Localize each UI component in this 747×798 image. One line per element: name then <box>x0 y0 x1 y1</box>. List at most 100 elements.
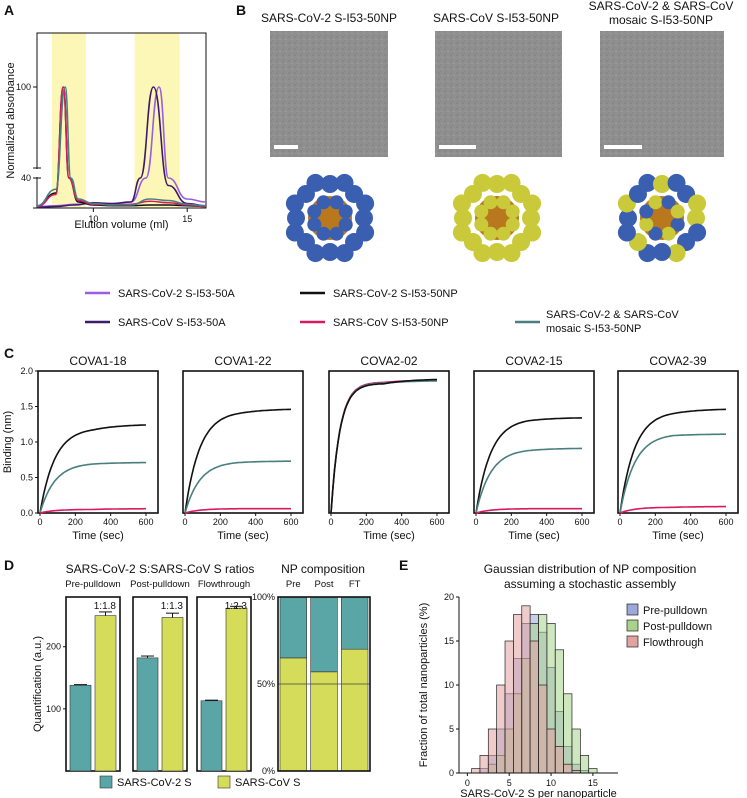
y-tick-label: 200 <box>46 642 61 652</box>
series-line-sars_np <box>39 507 146 514</box>
y-tick-label: 100 <box>16 82 31 92</box>
category-label: Post <box>314 579 333 590</box>
plot-frame <box>65 596 121 772</box>
legend-label-sars-np: SARS-CoV S-I53-50NP <box>333 317 449 329</box>
series-line-sars2_np <box>184 408 292 514</box>
ratio-label: 1:1.3 <box>161 601 184 612</box>
legend-label-sars2-50a: SARS-CoV-2 S-I53-50A <box>118 288 235 300</box>
series-line-mosaic_np <box>184 460 291 514</box>
hist-bar-flow <box>504 640 514 774</box>
x-axis-label: Time (sec) <box>72 530 124 542</box>
bar <box>200 700 223 772</box>
x-tick-label: 0 <box>328 517 333 527</box>
x-tick-label: 0 <box>182 517 187 527</box>
series-line-sars_np <box>619 505 726 514</box>
np-spike <box>321 175 339 193</box>
plot-frame <box>37 370 159 514</box>
x-tick-label: 400 <box>539 517 554 527</box>
x-axis-label: Time (sec) <box>508 530 560 542</box>
np-spike <box>667 244 686 263</box>
x-axis-label: SARS-CoV-2 S per nanoparticle <box>460 788 617 798</box>
hist-bar-flow <box>546 728 556 774</box>
ratios-title: SARS-CoV-2 S:SARS-CoV S ratios <box>66 562 255 576</box>
binding-charts: COVA1-18 0 200 400 600 Time (sec) 0.0 0.5 1.0 1.5… <box>2 354 739 542</box>
series-line-sars_np <box>475 507 582 514</box>
hist-bar-post <box>571 728 581 774</box>
micrograph-title-3a: SARS-CoV-2 & SARS-CoV <box>589 0 734 13</box>
np-spike <box>474 217 489 232</box>
y-tick-label: 0.0 <box>20 508 33 518</box>
stack-bar-sars <box>279 657 307 772</box>
np-center <box>656 212 668 224</box>
np-spike <box>452 223 471 242</box>
np-spike <box>329 195 344 210</box>
y-tick-label: 5 <box>449 724 454 734</box>
np-spike <box>321 243 339 261</box>
np-spike <box>496 195 511 210</box>
bar <box>161 617 184 772</box>
stack-bar-sars2 <box>279 596 307 659</box>
nanoparticle-model-sars2 <box>285 173 375 263</box>
panel-label-d: D <box>4 557 14 573</box>
hist-bar-flow <box>513 614 523 774</box>
legend-label-flow: Flowthrough <box>643 637 704 649</box>
y-axis-label: Quantification (a.u.) <box>32 636 44 732</box>
panel-title: COVA1-18 <box>69 354 126 368</box>
y-tick-label: 50% <box>257 679 275 689</box>
np-spike <box>648 226 663 241</box>
series-line-mosaic_np <box>475 447 582 514</box>
stack-bar-sars <box>310 671 338 772</box>
y-tick-label: 10 <box>444 680 454 690</box>
x-tick-label: 600 <box>138 517 153 527</box>
micrograph-1 <box>270 31 388 157</box>
series-line-mosaic_np <box>619 433 726 514</box>
quantification-charts: SARS-CoV-2 S:SARS-CoV S ratios Pre-pulldo… <box>32 562 371 789</box>
np-spike <box>338 217 353 232</box>
legend-label-post: Post-pulldown <box>643 621 712 633</box>
series-line-sars2_np <box>39 424 146 514</box>
np-spike <box>338 204 353 219</box>
np-spike <box>316 195 331 210</box>
bar <box>94 615 117 772</box>
micrograph-3 <box>600 31 724 157</box>
x-tick-label: 0 <box>617 517 622 527</box>
np-spike <box>670 217 685 232</box>
series-line-mosaic_np <box>330 380 438 514</box>
binding-panel: COVA1-18 0 200 400 600 Time (sec) 0.0 0.5 1.0 1.5… <box>2 354 159 542</box>
binding-panel: COVA2-02 0 200 400 600 Time (sec) <box>328 354 450 542</box>
x-axis-label: Time (sec) <box>652 530 704 542</box>
hist-title-1: Gaussian distribution of NP composition <box>484 562 697 576</box>
hist-bar-flow <box>521 605 531 774</box>
micrograph-2 <box>435 31 562 157</box>
panel-label-e: E <box>399 557 408 573</box>
y-axis-label: Normalized absorbance <box>5 62 17 178</box>
elution-chart: 40 100 10 15 Elution volume (ml) Normalized a… <box>5 32 207 231</box>
legend-label-mosaic-np-2: mosaic S-I53-50NP <box>546 323 641 335</box>
hist-bar-flow <box>529 640 539 774</box>
stack-bar-sars2 <box>310 596 338 673</box>
hist-bar-flow <box>487 728 498 774</box>
x-tick-label: 0 <box>473 517 478 527</box>
x-tick-label: 200 <box>68 517 83 527</box>
hist-bar-flow <box>479 755 489 774</box>
series-line-sars_50a <box>37 86 206 208</box>
legend-label-pre: Pre-pulldown <box>643 605 707 617</box>
y-tick-label: 1.0 <box>20 437 33 447</box>
y-axis-label: Binding (nm) <box>2 411 14 473</box>
y-tick-label: 100 <box>46 704 61 714</box>
y-tick-label: 1.5 <box>20 402 33 412</box>
np-spike <box>661 226 676 241</box>
hist-bar-flow <box>563 763 573 774</box>
legend-label-sars-s: SARS-CoV S <box>235 777 300 789</box>
np-spike <box>496 226 511 241</box>
plot-frame <box>196 596 252 772</box>
np-spike <box>307 217 322 232</box>
np-spike <box>687 209 705 227</box>
bar <box>69 684 92 772</box>
np-center <box>491 212 503 224</box>
np-spike <box>285 223 304 242</box>
x-tick-label: 400 <box>248 517 263 527</box>
x-tick-label: 600 <box>574 517 589 527</box>
x-axis-label: Time (sec) <box>363 530 415 542</box>
